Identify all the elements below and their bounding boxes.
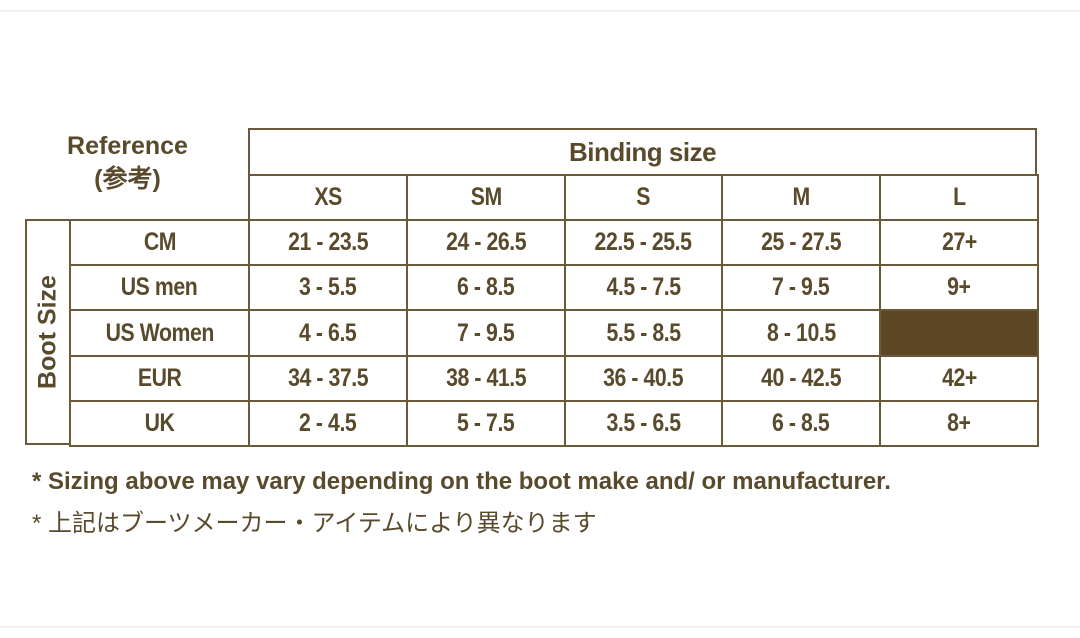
table-cell: 36 - 40.5 bbox=[564, 355, 723, 402]
table-cell: 27+ bbox=[879, 219, 1039, 266]
column-header-xs: XS bbox=[248, 174, 408, 221]
top-divider bbox=[0, 10, 1080, 12]
table-cell: 5 - 7.5 bbox=[406, 400, 566, 447]
binding-size-header: Binding size bbox=[248, 128, 1037, 176]
table-cell: 6 - 8.5 bbox=[406, 264, 566, 311]
table-cell: 7 - 9.5 bbox=[406, 309, 566, 357]
table-cell: 7 - 9.5 bbox=[721, 264, 881, 311]
bottom-divider bbox=[0, 626, 1080, 628]
table-cell: 9+ bbox=[879, 264, 1039, 311]
row-label: CM bbox=[69, 219, 250, 266]
column-header-s: S bbox=[564, 174, 723, 221]
boot-size-header: Boot Size bbox=[25, 219, 71, 445]
table-cell-filled bbox=[879, 309, 1039, 357]
row-label: US men bbox=[69, 264, 250, 311]
table-cell: 40 - 42.5 bbox=[721, 355, 881, 402]
column-header-l: L bbox=[879, 174, 1039, 221]
reference-label-jp: (参考) bbox=[94, 165, 161, 193]
reference-heading: Reference (参考) bbox=[40, 130, 215, 196]
table-cell: 34 - 37.5 bbox=[248, 355, 408, 402]
reference-label: Reference bbox=[67, 132, 188, 160]
table-cell: 42+ bbox=[879, 355, 1039, 402]
table-cell: 3 - 5.5 bbox=[248, 264, 408, 311]
note-japanese: * 上記はブーツメーカー・アイテムにより異なります bbox=[32, 510, 597, 537]
table-cell: 6 - 8.5 bbox=[721, 400, 881, 447]
note-english: * Sizing above may vary depending on the… bbox=[32, 468, 891, 495]
table-cell: 4 - 6.5 bbox=[248, 309, 408, 357]
table-cell: 4.5 - 7.5 bbox=[564, 264, 723, 311]
column-header-m: M bbox=[721, 174, 881, 221]
table-cell: 5.5 - 8.5 bbox=[564, 309, 723, 357]
table-cell: 22.5 - 25.5 bbox=[564, 219, 723, 266]
row-label: UK bbox=[69, 400, 250, 447]
table-cell: 8+ bbox=[879, 400, 1039, 447]
column-header-sm: SM bbox=[406, 174, 566, 221]
table-cell: 25 - 27.5 bbox=[721, 219, 881, 266]
row-label: US Women bbox=[69, 309, 250, 357]
boot-size-label: Boot Size bbox=[33, 275, 62, 389]
row-label: EUR bbox=[69, 355, 250, 402]
table-cell: 3.5 - 6.5 bbox=[564, 400, 723, 447]
table-cell: 24 - 26.5 bbox=[406, 219, 566, 266]
table-cell: 38 - 41.5 bbox=[406, 355, 566, 402]
table-cell: 8 - 10.5 bbox=[721, 309, 881, 357]
table-cell: 21 - 23.5 bbox=[248, 219, 408, 266]
table-cell: 2 - 4.5 bbox=[248, 400, 408, 447]
